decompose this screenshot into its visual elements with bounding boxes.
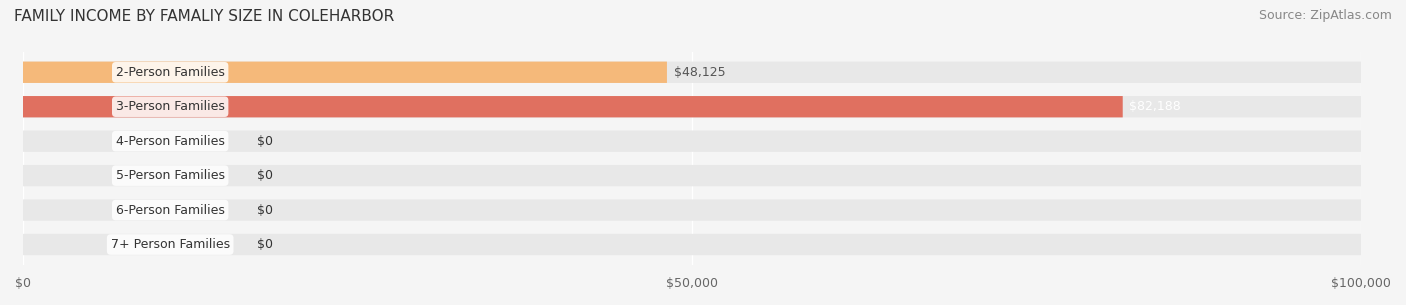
Text: $48,125: $48,125 (673, 66, 725, 79)
Text: FAMILY INCOME BY FAMALIY SIZE IN COLEHARBOR: FAMILY INCOME BY FAMALIY SIZE IN COLEHAR… (14, 9, 394, 24)
Text: $0: $0 (257, 238, 273, 251)
FancyBboxPatch shape (22, 199, 1361, 221)
FancyBboxPatch shape (22, 96, 1361, 117)
FancyBboxPatch shape (22, 234, 1361, 255)
FancyBboxPatch shape (22, 62, 1361, 83)
Text: $0: $0 (257, 169, 273, 182)
FancyBboxPatch shape (22, 131, 1361, 152)
Text: 3-Person Families: 3-Person Families (115, 100, 225, 113)
Text: 2-Person Families: 2-Person Families (115, 66, 225, 79)
FancyBboxPatch shape (22, 165, 1361, 186)
Text: $82,188: $82,188 (1129, 100, 1181, 113)
Text: 5-Person Families: 5-Person Families (115, 169, 225, 182)
Text: Source: ZipAtlas.com: Source: ZipAtlas.com (1258, 9, 1392, 22)
FancyBboxPatch shape (22, 96, 1123, 117)
Text: $0: $0 (257, 203, 273, 217)
FancyBboxPatch shape (22, 62, 666, 83)
Text: 7+ Person Families: 7+ Person Families (111, 238, 229, 251)
Text: 6-Person Families: 6-Person Families (115, 203, 225, 217)
Text: $0: $0 (257, 135, 273, 148)
Text: 4-Person Families: 4-Person Families (115, 135, 225, 148)
